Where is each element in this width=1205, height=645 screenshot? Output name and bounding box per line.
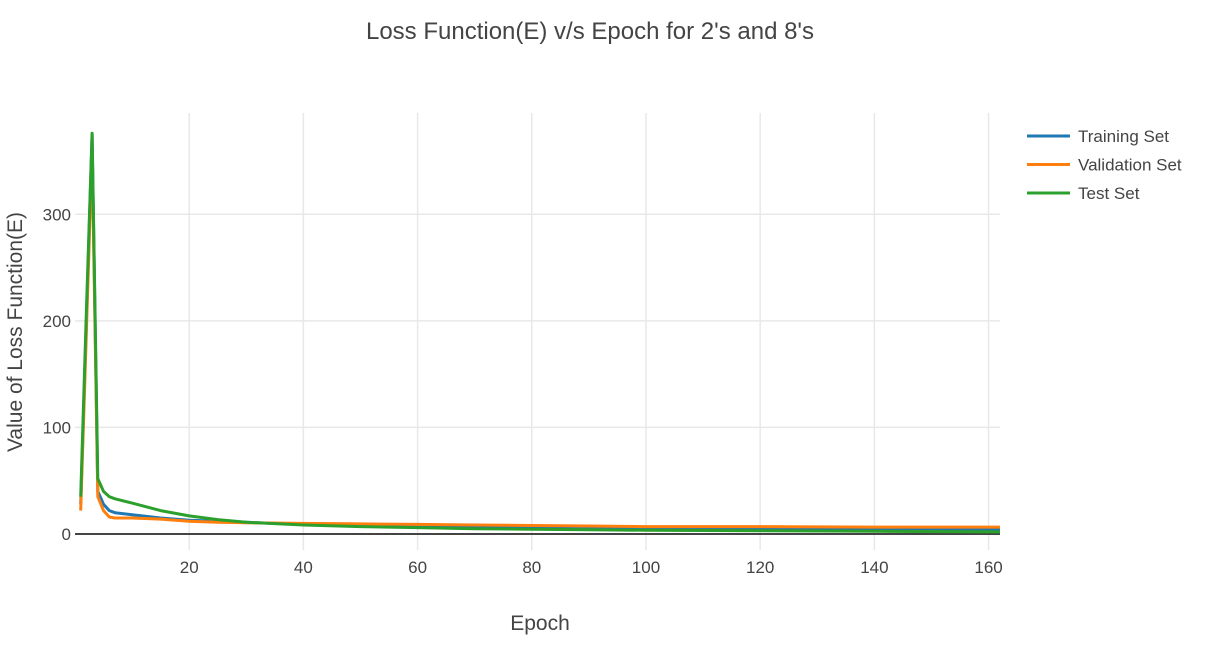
series-line-0 [79,132,1000,532]
series-line-2 [79,131,1001,534]
x-tick-label: 20 [180,558,199,577]
legend-label: Test Set [1078,184,1140,203]
y-tick-label: 0 [62,525,71,544]
x-tick-label: 120 [746,558,774,577]
legend: Training Set Validation Set Test Set [1027,127,1182,203]
x-tick-label: 160 [974,558,1002,577]
x-tick-label: 60 [408,558,427,577]
x-tick-label: 40 [294,558,313,577]
y-tick-label: 200 [43,312,71,331]
series-line-1 [79,148,1000,529]
x-tick-label: 100 [632,558,660,577]
chart-title: Loss Function(E) v/s Epoch for 2's and 8… [366,18,814,45]
y-axis-ticks: 0 100 200 300 [43,205,71,544]
y-tick-label: 300 [43,205,71,224]
grid [75,113,1000,550]
x-axis-label: Epoch [510,612,570,635]
legend-label: Validation Set [1078,156,1182,175]
series-lines [79,131,1001,534]
x-tick-label: 140 [860,558,888,577]
y-tick-label: 100 [43,418,71,437]
legend-label: Training Set [1078,127,1169,146]
y-axis-label: Value of Loss Function(E) [4,212,27,452]
x-axis-ticks: 20 40 60 80 100 120 140 160 [180,558,1003,577]
x-tick-label: 80 [522,558,541,577]
